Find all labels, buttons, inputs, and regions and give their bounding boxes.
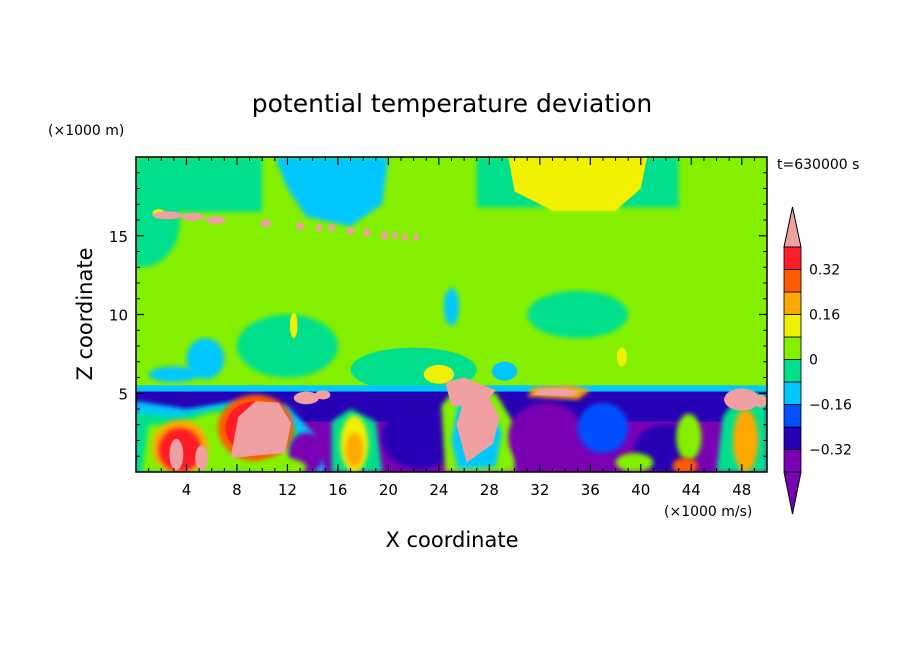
contour-streak [152,211,183,220]
contour-streak [260,219,272,228]
chart-title: potential temperature deviation [252,89,652,118]
colorbar-segment [783,269,802,293]
colorbar: 0.32 0.16 0 −0.16 −0.32 [783,206,852,515]
colorbar-segment [783,381,802,405]
contour-blob-yellow [508,157,648,211]
contour-blob-orange [345,432,364,468]
x-tick-label: 4 [182,481,192,499]
contour-streak [315,223,323,232]
x-tick-label: 48 [732,481,751,499]
contour-blob-cyan [148,366,200,383]
x-tick-label: 12 [278,481,297,499]
colorbar-tick-label: 0 [809,353,818,369]
contour-streak [402,233,408,242]
contour-streak [392,231,398,240]
x-axis: 4 8 12 16 20 24 28 32 36 40 44 48 [148,157,755,499]
contour-streak [346,227,355,235]
contour-blob [615,453,654,472]
x-tick-label: 16 [328,481,347,499]
colorbar-segment [783,291,802,315]
y-tick-label: 10 [109,307,128,325]
contour-blob-yellow [423,364,455,384]
contour-blob [676,413,702,461]
colorbar-tick-label: −0.32 [809,443,852,459]
colorbar-segment [783,404,802,428]
contour-over-blob [293,391,319,405]
contour-streak [181,212,205,221]
contour-streak [413,233,419,242]
colorbar-segment [783,336,802,360]
colorbar-tick-label: 0.32 [809,263,840,279]
x-tick-label: 36 [581,481,600,499]
y-axis: 5 10 15 [109,172,767,457]
contour-blob [527,290,629,339]
contour-blob-purple [508,402,585,472]
contour-blob [255,457,307,472]
contour-over-blob [754,394,767,408]
contour-field [136,157,767,472]
x-tick-label: 32 [530,481,549,499]
contour-over-blob [169,438,184,471]
contour-blob-yellow [616,347,627,367]
contour-streak [328,223,335,232]
contour-blob-red [672,457,698,472]
contour-over-blob [315,390,331,400]
contour-streak [363,228,371,237]
x-axis-label: X coordinate [385,528,518,552]
colorbar-over-triangle [783,206,802,248]
colorbar-tick-label: −0.16 [809,398,852,414]
contour-over-blob [724,388,760,411]
contour-blob-cyan [491,361,518,381]
contour-blob-orange [732,409,759,472]
contour-streak [380,231,389,240]
colorbar-segment [783,246,802,270]
x-tick-label: 28 [480,481,499,499]
x-tick-label: 40 [631,481,650,499]
time-label: t=630000 s [777,157,859,173]
x-tick-label: 44 [682,481,701,499]
contour-blob-navy [382,405,458,469]
colorbar-segment [783,314,802,338]
contour-blob-yellow [289,312,298,339]
colorbar-tick-label: 0.16 [809,308,840,324]
y-unit-label: (×1000 m) [48,123,124,139]
x-tick-label: 24 [429,481,448,499]
contour-streak [296,222,304,231]
contour-blob-cyan [186,338,225,380]
x-unit-label: (×1000 m/s) [664,504,752,520]
contour-over-blob [195,445,208,471]
colorbar-segment [783,426,802,450]
contour-over-blob [456,397,500,463]
contour-blob-blue [577,402,629,454]
colorbar-segment [783,359,802,383]
y-axis-label: Z coordinate [73,247,97,380]
colorbar-under-triangle [783,471,802,515]
contour-over-blob [230,401,292,458]
x-tick-label: 20 [379,481,398,499]
contour-blob [236,314,338,378]
contour-over-blob [533,388,581,397]
contour-blob-cyan [443,287,460,326]
contour-blob-cyan [274,157,389,227]
contour-blob [136,157,263,213]
colorbar-segment [783,449,802,473]
x-tick-label: 8 [232,481,242,499]
y-tick-label: 15 [109,228,128,246]
y-tick-label: 5 [118,385,128,403]
contour-streak [205,216,226,224]
